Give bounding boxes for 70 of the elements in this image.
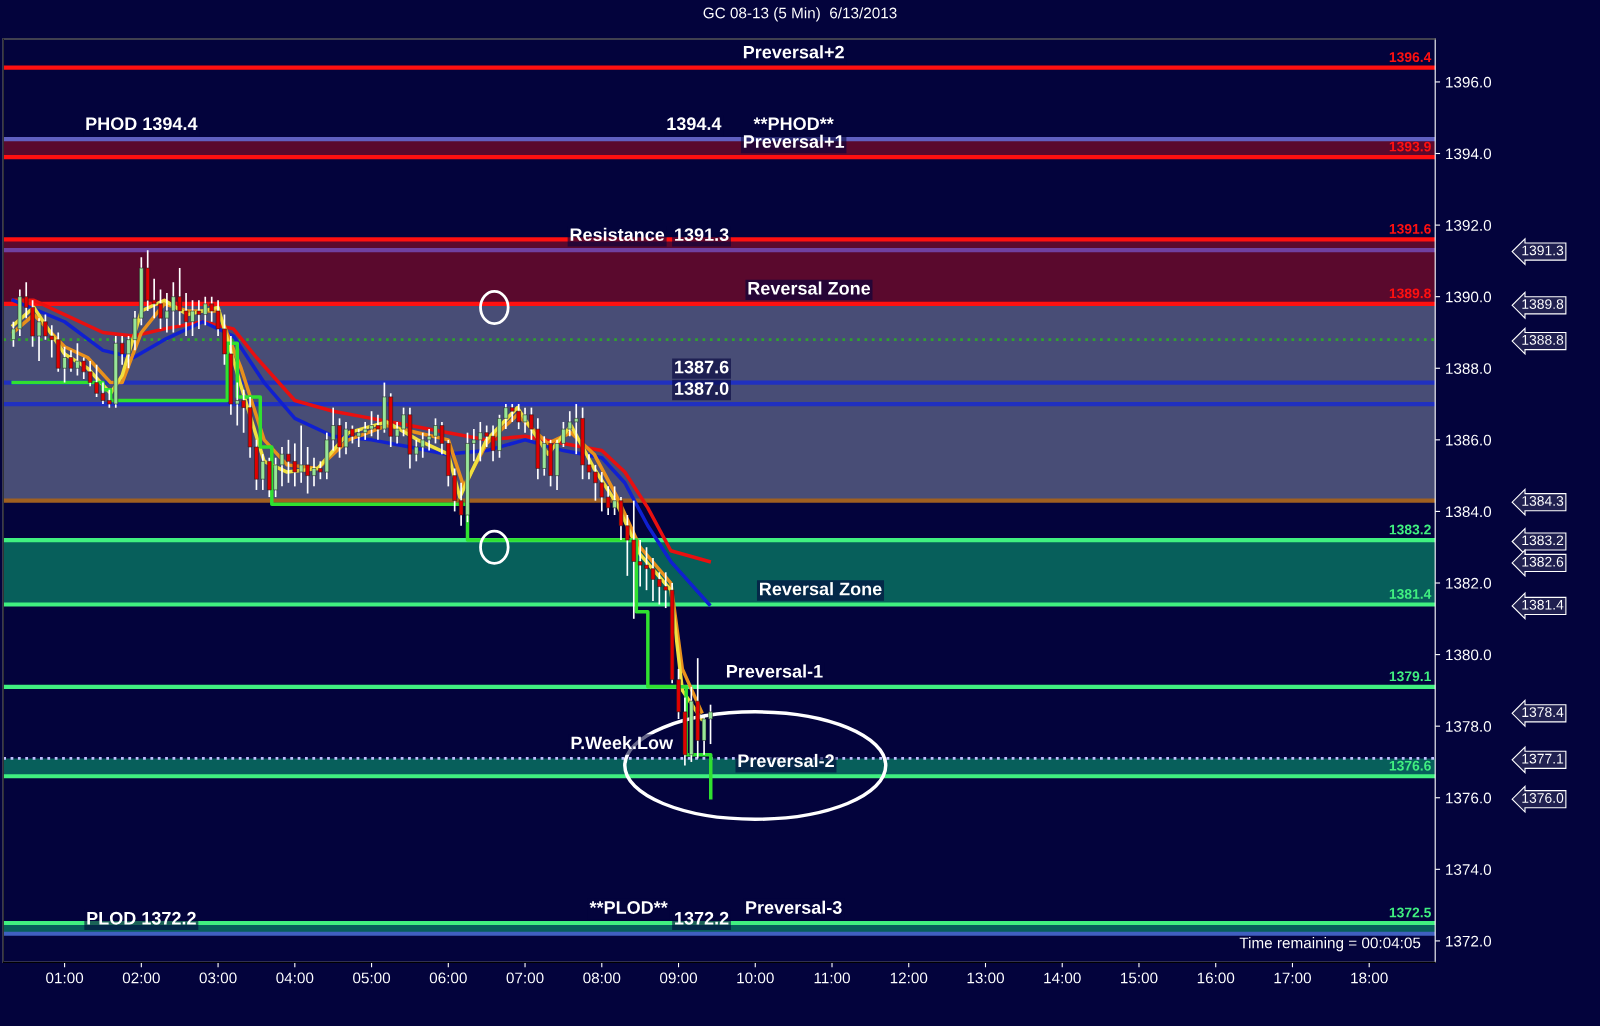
ref-line-label: 1383.2 — [1389, 524, 1431, 535]
y-tick-label: 1378.0 — [1446, 721, 1492, 732]
y-tick-label: 1390.0 — [1446, 291, 1492, 303]
annotation: PHOD 1394.4 — [86, 117, 198, 131]
y-tick-label: 1396.0 — [1446, 76, 1492, 88]
annotation: PLOD 1372.2 — [87, 911, 196, 925]
ref-line-label: 1389.8 — [1389, 288, 1431, 299]
annotation: 1387.0 — [675, 382, 729, 395]
x-tick-label: 11:00 — [814, 972, 850, 984]
x-tick-label: 01:00 — [46, 972, 84, 984]
annotation: Preversal-1 — [726, 664, 823, 678]
annotation: **PHOD** — [753, 117, 834, 131]
x-tick-label: 09:00 — [660, 972, 698, 984]
y-tick-label: 1372.0 — [1446, 935, 1492, 947]
y-tick-label: 1380.0 — [1446, 649, 1492, 661]
y2-tick-label: 1384.3 — [1522, 496, 1564, 506]
annotation: P.Week.Low — [571, 735, 674, 750]
x-tick-label: 10:00 — [737, 972, 774, 984]
y-tick-label: 1376.0 — [1446, 792, 1492, 804]
y2-tick-label: 1377.1 — [1522, 753, 1564, 764]
x-tick-label: 17:00 — [1274, 972, 1311, 984]
ref-line-label: 1376.6 — [1389, 760, 1431, 771]
y2-tick-label: 1382.6 — [1522, 556, 1564, 567]
x-tick-label: 04:00 — [276, 972, 314, 984]
y2-tick-label: 1383.2 — [1522, 535, 1564, 546]
annotation: 1391.3 — [675, 228, 729, 242]
x-tick-label: 13:00 — [967, 972, 1005, 984]
x-tick-label: 18:00 — [1351, 972, 1388, 984]
annotation: Resistance — [570, 227, 665, 242]
annotation: Preversal-2 — [738, 753, 834, 768]
ref-line-label: 1396.4 — [1389, 52, 1432, 63]
x-tick-label: 02:00 — [122, 972, 160, 984]
ref-line-label: 1372.5 — [1389, 907, 1431, 918]
x-tick-label: 12:00 — [890, 972, 928, 984]
annotation: 1394.4 — [667, 117, 722, 131]
y-tick-label: 1394.0 — [1446, 148, 1492, 160]
y-tick-label: 1382.0 — [1446, 577, 1492, 589]
annotation: **PLOD** — [589, 901, 668, 914]
y-tick-label: 1392.0 — [1446, 219, 1492, 231]
annotation: Reversal Zone — [759, 582, 882, 596]
y2-tick-label: 1381.4 — [1522, 599, 1564, 610]
y-tick-label: 1388.0 — [1446, 363, 1492, 374]
y2-tick-label: 1391.3 — [1522, 245, 1564, 256]
x-tick-label: 08:00 — [583, 972, 621, 984]
ref-line-label: 1393.9 — [1389, 141, 1431, 152]
y-tick-label: 1384.0 — [1446, 506, 1492, 518]
y-tick-label: 1374.0 — [1446, 864, 1492, 876]
ref-line-label: 1391.6 — [1389, 223, 1431, 234]
annotation: Preversal-3 — [746, 900, 842, 914]
y2-tick-label: 1388.8 — [1522, 334, 1564, 345]
chart-title: GC 08-13 (5 Min) 6/13/2013 — [703, 7, 897, 22]
annotation: Reversal Zone — [748, 281, 871, 295]
x-tick-label: 05:00 — [353, 972, 391, 984]
y2-tick-label: 1389.8 — [1522, 299, 1564, 310]
annotation: Time remaining = 00:04:05 — [1239, 937, 1421, 952]
y-tick-label: 1386.0 — [1446, 434, 1492, 446]
annotation: 1372.2 — [675, 911, 729, 925]
ref-line-label: 1379.1 — [1389, 671, 1431, 682]
x-tick-label: 07:00 — [506, 972, 544, 984]
annotation: Preversal+2 — [743, 45, 844, 59]
annotation: 1387.6 — [675, 360, 729, 374]
y2-tick-label: 1378.4 — [1522, 707, 1564, 718]
x-tick-label: 14:00 — [1044, 972, 1081, 984]
x-tick-label: 15:00 — [1121, 972, 1158, 984]
ref-line-label: 1381.4 — [1389, 589, 1432, 599]
x-tick-label: 16:00 — [1197, 972, 1235, 984]
x-tick-label: 06:00 — [429, 972, 467, 984]
annotation: Preversal+1 — [743, 134, 845, 148]
x-tick-label: 03:00 — [199, 972, 237, 984]
y2-tick-label: 1376.0 — [1522, 793, 1564, 803]
